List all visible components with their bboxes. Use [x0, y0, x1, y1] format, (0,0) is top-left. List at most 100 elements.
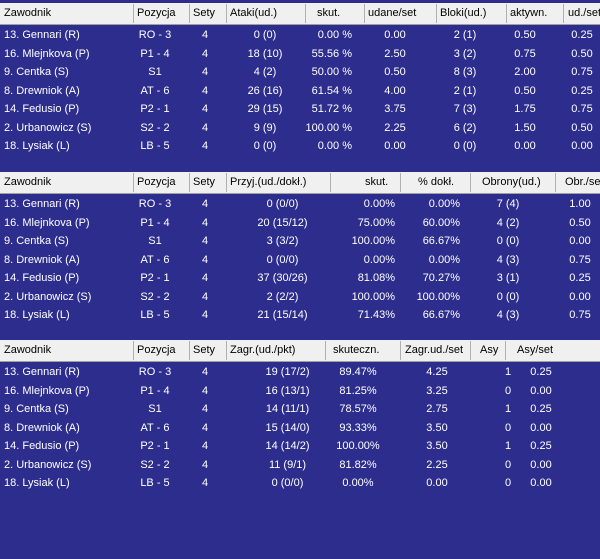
cell: 0.25 [571, 29, 593, 41]
player-name: 9. Centka (S) [4, 66, 69, 78]
cell: 0.00 [384, 140, 406, 152]
cell: 81.08% [357, 272, 395, 284]
column-header: Pozycja [137, 7, 176, 19]
player-name: 16. Mlejnkova (P) [4, 216, 90, 229]
cell: 4 [201, 29, 209, 41]
cell: 6 (2) [453, 121, 477, 134]
cell: 4 [201, 84, 209, 97]
cell: LB - 5 [140, 309, 170, 321]
cell: 0 (0) [496, 235, 520, 247]
cell: 15 (14/0) [265, 421, 310, 434]
column-header: Sety [193, 176, 216, 188]
cell: 78.57% [339, 403, 377, 415]
cell: 51.72 % [311, 103, 352, 115]
cell: 0.00% [428, 253, 460, 266]
cell: 66.67% [422, 309, 460, 321]
cell: 4 [201, 198, 209, 210]
cell: 4 (3) [496, 309, 520, 321]
cell: 3 (3/2) [266, 235, 299, 247]
cell: 18 (10) [247, 47, 283, 60]
cell: 0 (0/0) [266, 253, 299, 266]
cell: 0 (0/0) [271, 477, 304, 489]
cell: 4 [201, 253, 209, 266]
cell: 4 (2) [253, 66, 277, 78]
cell: 1 [504, 403, 512, 415]
cell: 19 (17/2) [265, 366, 310, 378]
cell: 0.50 [514, 84, 536, 97]
cell: S2 - 2 [140, 458, 170, 471]
header-separator [325, 341, 326, 360]
cell: 4 [201, 47, 209, 60]
cell: LB - 5 [140, 140, 170, 152]
cell: 4 [201, 458, 209, 471]
cell: 0.25 [571, 84, 593, 97]
player-name: 2. Urbanowicz (S) [4, 290, 92, 303]
cell: AT - 6 [140, 84, 170, 97]
cell: 4 [201, 290, 209, 303]
cell: S2 - 2 [140, 290, 170, 303]
cell: AT - 6 [140, 421, 170, 434]
cell: 9 (9) [253, 121, 277, 134]
column-header: Sety [193, 344, 216, 356]
header-separator [189, 173, 190, 192]
column-header: Ataki(ud.) [230, 7, 278, 19]
player-name: 18. Lysiak (L) [4, 477, 70, 489]
cell: 0.00 [530, 458, 552, 471]
column-header: Zagr.(ud./pkt) [230, 344, 296, 356]
cell: 0.50 [571, 121, 593, 134]
player-name: 14. Fedusio (P) [4, 103, 80, 115]
cell: 81.25% [339, 384, 377, 397]
cell: 0 [504, 477, 512, 489]
player-name: 13. Gennari (R) [4, 29, 80, 41]
player-name: 13. Gennari (R) [4, 198, 80, 210]
cell: 0.00 [530, 477, 552, 489]
cell: 0.00% [363, 253, 395, 266]
cell: 0.50 [514, 29, 536, 41]
cell: 14 (11/1) [265, 403, 310, 415]
player-name: 2. Urbanowicz (S) [4, 121, 92, 134]
cell: 100.00% [351, 290, 395, 303]
player-name: 8. Drewniok (A) [4, 253, 80, 266]
cell: 0.00% [363, 198, 395, 210]
header-separator [189, 341, 190, 360]
cell: 0.00 [514, 140, 536, 152]
cell: 11 (9/1) [268, 458, 307, 471]
cell: 100.00% [416, 290, 460, 303]
cell: 8 (3) [453, 66, 477, 78]
cell: S1 [148, 235, 162, 247]
cell: AT - 6 [140, 253, 170, 266]
cell: 1.75 [514, 103, 536, 115]
cell: 4.00 [384, 84, 406, 97]
cell: 0.00 % [317, 29, 352, 41]
cell: 37 (30/26) [257, 272, 308, 284]
cell: 60.00% [422, 216, 460, 229]
cell: 1.50 [514, 121, 536, 134]
player-name: 16. Mlejnkova (P) [4, 47, 90, 60]
header-separator [226, 4, 227, 23]
header-separator [400, 341, 401, 360]
cell: 0 (0/0) [266, 198, 299, 210]
cell: 7 (3) [453, 103, 477, 115]
cell: 0.75 [571, 103, 593, 115]
cell: S2 - 2 [140, 121, 170, 134]
cell: 2.50 [384, 47, 406, 60]
cell: RO - 3 [138, 198, 172, 210]
column-header: Przyj.(ud./dokł.) [230, 176, 307, 188]
cell: 0.00 [530, 421, 552, 434]
cell: 4 [201, 403, 209, 415]
cell: 0 (0) [496, 290, 520, 303]
column-header: skuteczn. [333, 344, 380, 356]
cell: 2.25 [426, 458, 448, 471]
cell: 0.00 [571, 140, 593, 152]
column-header: Zawodnik [4, 7, 52, 19]
cell: 4 [201, 216, 209, 229]
header-separator [563, 4, 564, 23]
cell: 3.25 [426, 384, 448, 397]
cell: 93.33% [339, 421, 377, 434]
header-separator [506, 4, 507, 23]
column-header: ud./set [568, 7, 600, 19]
cell: 4 [201, 121, 209, 134]
cell: 14 (14/2) [265, 440, 310, 452]
cell: 0 [504, 458, 512, 471]
